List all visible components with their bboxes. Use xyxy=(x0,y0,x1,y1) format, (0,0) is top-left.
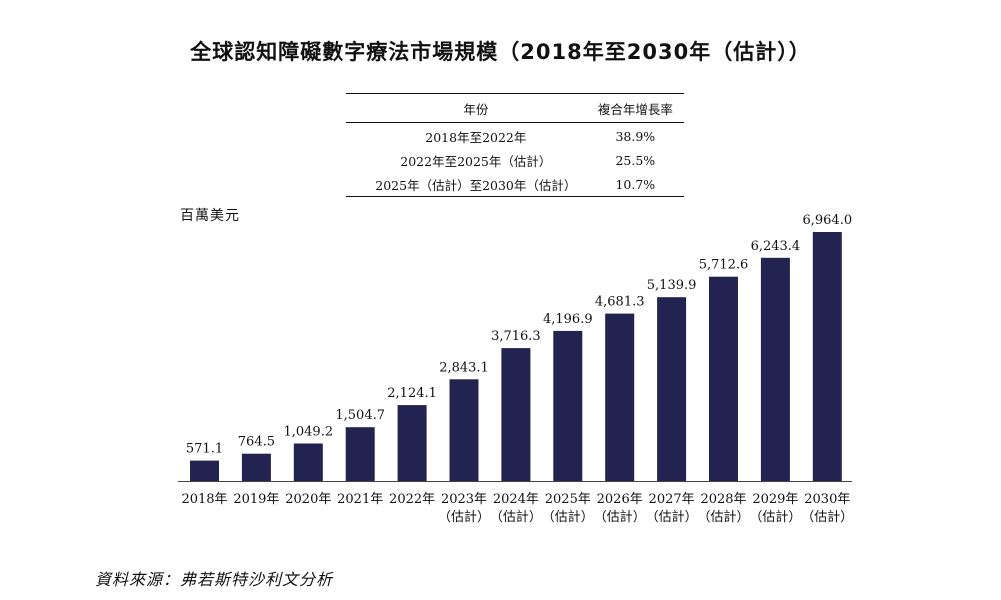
cagr-table-row: 2022年至2025年（估計） 25.5% xyxy=(346,148,684,172)
source-note: 資料來源：弗若斯特沙利文分析 xyxy=(95,570,334,589)
x-tick-label: 2028年 xyxy=(700,492,746,507)
cagr-table-header: 年份 複合年增長率 xyxy=(346,93,684,123)
x-tick-sublabel: （估計） xyxy=(697,509,749,525)
x-tick-label: 2026年 xyxy=(597,492,643,507)
value-label: 2,843.1 xyxy=(439,360,489,375)
cagr-rate: 10.7% xyxy=(586,172,684,197)
x-tick-sublabel: （估計） xyxy=(438,509,490,525)
bars-group xyxy=(190,232,842,481)
bar-2026年 xyxy=(605,313,635,481)
value-label: 1,049.2 xyxy=(283,425,333,440)
cagr-rate: 25.5% xyxy=(615,152,656,168)
cagr-table: 年份 複合年增長率 2018年至2022年 38.9% 2022年至2025年（… xyxy=(346,93,684,197)
x-tick-label: 2021年 xyxy=(337,492,383,507)
value-label: 6,964.0 xyxy=(802,213,852,228)
value-labels-group: 571.1 764.5 1,049.21,504.72,124.12,843.1 3,… xyxy=(186,213,852,457)
cagr-header-rate: 複合年增長率 xyxy=(586,93,684,123)
value-label: 4,681.3 xyxy=(595,295,645,310)
bar-2019年 xyxy=(241,453,271,481)
value-label: 1,504.7 xyxy=(335,408,385,423)
cagr-table-row: 2018年至2022年 38.9% xyxy=(346,123,684,149)
x-tick-label: 2025年 xyxy=(545,492,591,507)
bar-2022年 xyxy=(397,405,427,481)
x-tick-sublabel: （估計） xyxy=(646,509,698,525)
x-tick-sublabel: （估計） xyxy=(801,509,853,525)
x-tick-labels-group: 2018年 2019年 2020年 2021年 2022年 2023年（估計）2024年（… xyxy=(181,492,853,525)
x-tick-label: 2024年 xyxy=(493,492,539,507)
bar-2027年 xyxy=(657,297,687,481)
bar-2030年 xyxy=(812,232,842,481)
value-label: 4,196.9 xyxy=(543,312,593,327)
x-tick-sublabel: （估計） xyxy=(749,509,801,525)
bar-2024年 xyxy=(501,348,531,481)
bar-2020年 xyxy=(293,443,323,481)
x-tick-label: 2030年 xyxy=(804,492,850,507)
x-tick-label: 2018年 xyxy=(181,492,227,507)
x-tick-sublabel: （估計） xyxy=(542,509,594,525)
bar-2021年 xyxy=(345,427,375,481)
x-tick-label: 2023年 xyxy=(441,492,487,507)
value-label: 764.5 xyxy=(238,435,275,450)
x-tick-label: 2029年 xyxy=(752,492,798,507)
cagr-period: 2025年（估計）至2030年（估計） xyxy=(346,172,587,197)
value-label: 3,716.3 xyxy=(491,329,541,344)
x-tick-label: 2020年 xyxy=(285,492,331,507)
value-label: 2,124.1 xyxy=(387,386,437,401)
bar-2025年 xyxy=(553,330,583,481)
x-tick-label: 2027年 xyxy=(649,492,695,507)
value-label: 5,712.6 xyxy=(699,258,749,273)
x-tick-label: 2019年 xyxy=(233,492,279,507)
y-axis-unit-label: 百萬美元 xyxy=(180,208,240,224)
x-tick-sublabel: （估計） xyxy=(490,509,542,525)
cagr-table-row: 2025年（估計）至2030年（估計） 10.7% xyxy=(346,172,684,197)
x-tick-sublabel: （估計） xyxy=(594,509,646,525)
value-label: 571.1 xyxy=(186,442,223,457)
bar-2028年 xyxy=(709,276,738,481)
x-tick-label: 2022年 xyxy=(389,492,435,507)
bar-2023年 xyxy=(449,379,479,481)
chart-title: 全球認知障礙數字療法市場規模（2018年至2030年（估計）） xyxy=(190,40,811,64)
cagr-period: 2022年至2025年（估計） xyxy=(400,153,552,169)
cagr-rate: 38.9% xyxy=(615,128,656,144)
cagr-period: 2018年至2022年 xyxy=(425,129,527,145)
value-label: 6,243.4 xyxy=(751,239,801,254)
bar-2018年 xyxy=(190,460,219,481)
bar-2029年 xyxy=(760,257,790,481)
value-label: 5,139.9 xyxy=(647,278,697,293)
cagr-header-period: 年份 xyxy=(346,93,587,123)
